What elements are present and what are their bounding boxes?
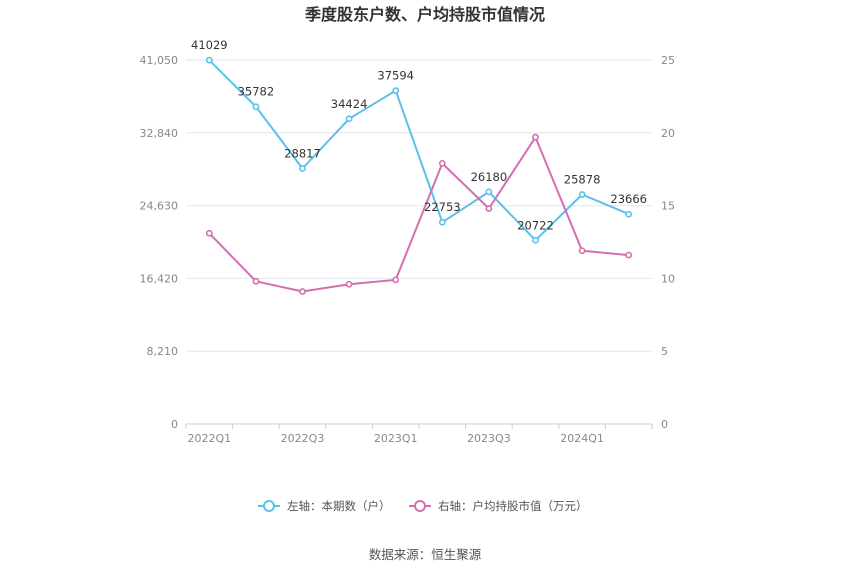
legend-label: 左轴：本期数（户）: [287, 499, 391, 513]
data-label: 28817: [284, 146, 321, 160]
data-point: [625, 210, 633, 218]
data-label: 37594: [377, 69, 414, 83]
data-labels: 41029 35782 28817 34424 37594 22753 26180 20722…: [191, 38, 647, 232]
data-label: 41029: [191, 38, 228, 52]
legend-label: 右轴：户均持股市值（万元）: [438, 499, 588, 513]
y-left-tick-label: 41,050: [140, 54, 179, 67]
data-label: 23666: [610, 192, 647, 206]
source-note: 数据来源：恒生聚源: [369, 547, 482, 562]
data-point: [205, 56, 213, 64]
y-left-tick-label: 8,210: [147, 345, 179, 358]
axes: 0 8,210 16,420 24,630 32,840 41,050 0 5 10 15 20 25…: [140, 54, 676, 445]
series-lines: [205, 56, 633, 295]
data-point: [345, 280, 353, 288]
y-right-tick-label: 5: [661, 345, 668, 358]
y-right-tick-label: 10: [661, 272, 675, 285]
x-tick-label: 2024Q1: [560, 432, 604, 445]
grid: [186, 59, 652, 425]
x-tick-label: 2022Q1: [187, 432, 231, 445]
legend-marker: [263, 500, 275, 512]
data-label: 26180: [471, 170, 508, 184]
data-point: [532, 236, 539, 244]
data-point: [345, 115, 353, 123]
data-point: [299, 165, 306, 172]
y-left-tick-label: 32,840: [140, 127, 179, 140]
data-point: [485, 188, 493, 196]
y-right-tick-label: 25: [661, 54, 675, 67]
data-point: [438, 159, 446, 167]
data-label: 34424: [331, 97, 368, 111]
y-right-tick-label: 20: [661, 127, 675, 140]
data-label: 20722: [517, 218, 554, 232]
data-point: [205, 229, 213, 237]
data-point: [252, 103, 260, 111]
data-point: [485, 205, 493, 212]
chart-title: 季度股东户数、户均持股市值情况: [304, 5, 545, 24]
data-point: [578, 247, 586, 255]
data-point: [252, 277, 260, 285]
data-point: [438, 218, 446, 226]
legend-item-2[interactable]: 右轴：户均持股市值（万元）: [409, 499, 588, 513]
data-point: [625, 251, 633, 259]
y-left-tick-label: 0: [171, 418, 178, 431]
series-line-1: [208, 59, 630, 242]
data-label: 35782: [238, 85, 275, 99]
data-point: [392, 276, 400, 284]
y-left-tick-label: 24,630: [140, 200, 179, 213]
legend-item-1[interactable]: 左轴：本期数（户）: [258, 499, 391, 513]
data-label: 25878: [564, 173, 601, 187]
data-point: [578, 191, 586, 198]
y-right-tick-label: 15: [661, 200, 675, 213]
data-point: [392, 87, 400, 95]
legend-marker: [414, 500, 426, 512]
data-point: [532, 133, 539, 141]
data-label: 22753: [424, 200, 461, 214]
y-left-tick-label: 16,420: [140, 272, 179, 285]
x-tick-label: 2022Q3: [281, 432, 325, 445]
x-tick-label: 2023Q3: [467, 432, 511, 445]
x-tick-label: 2023Q1: [374, 432, 418, 445]
legend[interactable]: 左轴：本期数（户） 右轴：户均持股市值（万元）: [258, 499, 588, 513]
y-right-tick-label: 0: [661, 418, 668, 431]
data-point: [299, 288, 306, 295]
series-line-2: [208, 136, 629, 293]
